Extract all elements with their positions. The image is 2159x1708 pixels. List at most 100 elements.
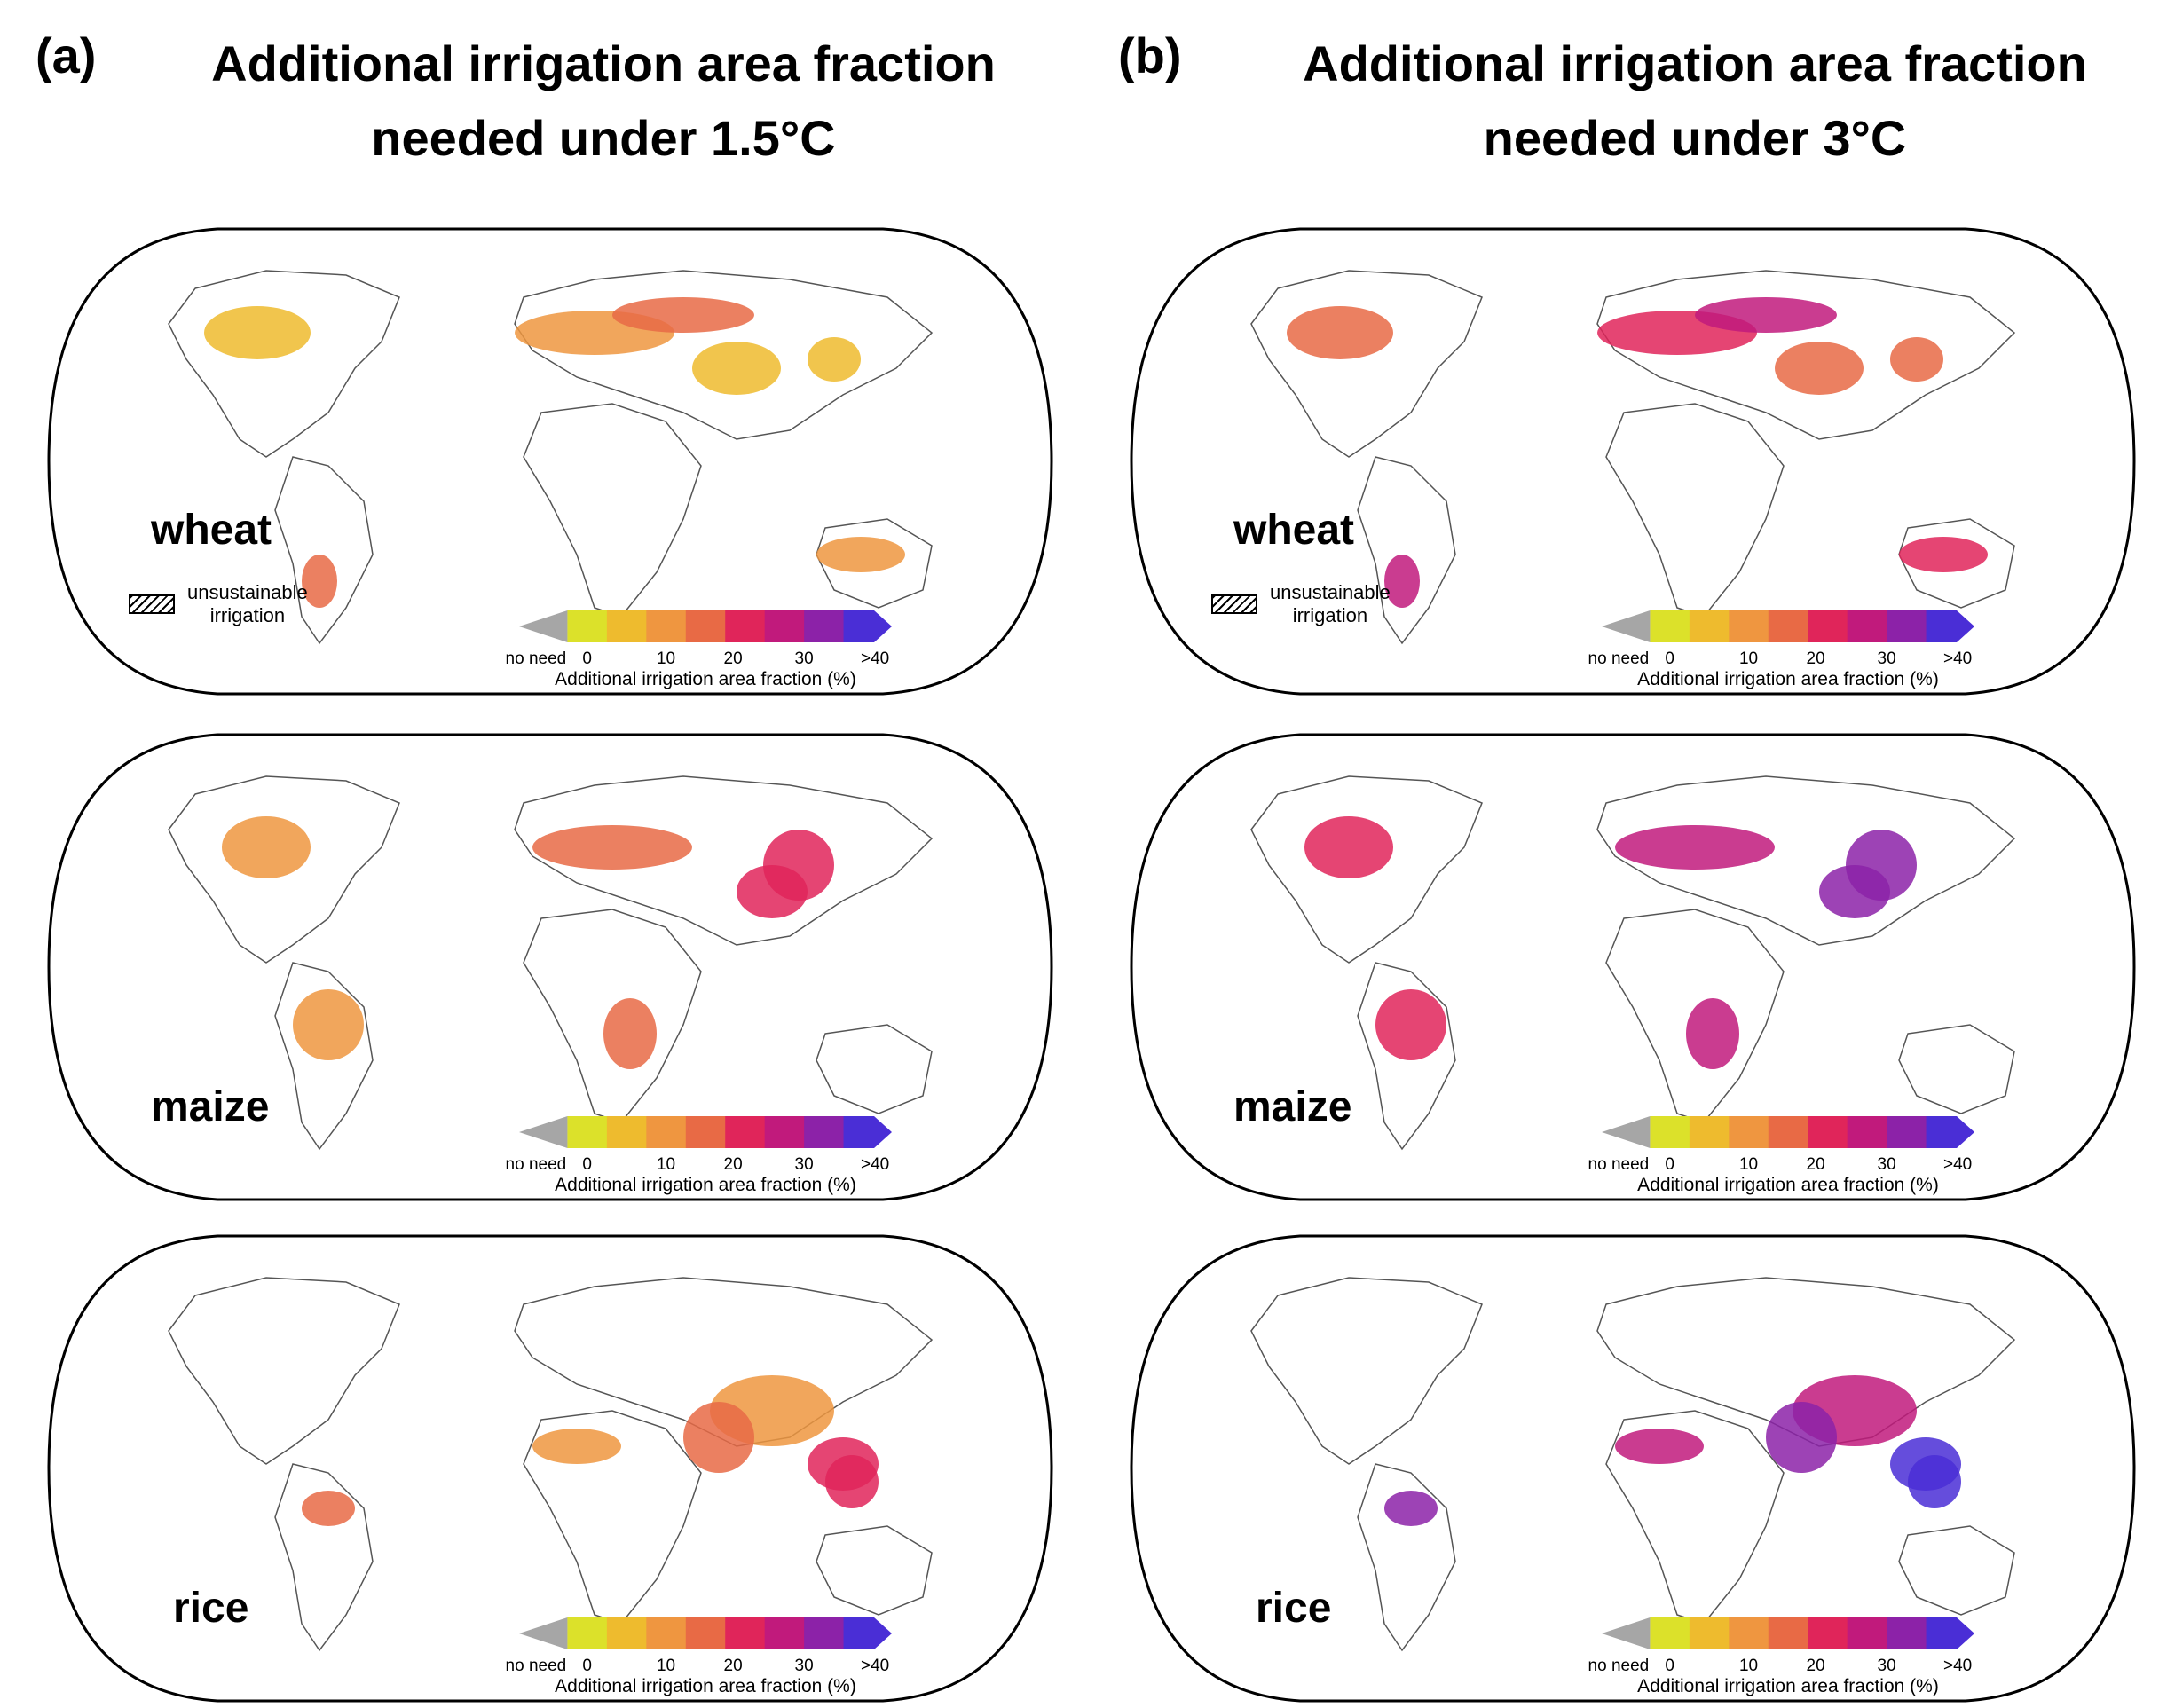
column-header-b: (b) Additional irrigation area fraction … — [1118, 27, 2147, 169]
colorbar-tick-label: 0 — [582, 649, 592, 668]
colorbar-segment — [1689, 1116, 1730, 1148]
world-map — [47, 1234, 1053, 1703]
colorbar-segment — [606, 610, 647, 642]
colorbar-segment — [843, 610, 892, 642]
colorbar-segment — [1768, 1617, 1808, 1649]
colorbar-segment — [843, 1617, 892, 1649]
colorbar-segment — [1847, 610, 1887, 642]
colorbar-tick-label: 30 — [794, 649, 814, 668]
colorbar-tick-label: 20 — [1806, 1657, 1825, 1675]
colorbar-ticks: no need 0 10 20 30 >40 — [506, 1657, 892, 1678]
continent-outline — [1898, 1525, 2015, 1616]
colorbar-segment — [1729, 1116, 1769, 1148]
hatch-legend-line1: unsustainable — [1270, 581, 1391, 603]
colorbar-tick-label: 30 — [794, 1155, 814, 1174]
irrigation-region — [1615, 1429, 1704, 1464]
irrigation-region — [612, 297, 754, 333]
colorbar-segment — [646, 1617, 687, 1649]
irrigation-region — [1899, 537, 1988, 572]
continent-outline — [523, 1410, 702, 1625]
colorbar-bar — [1602, 610, 1974, 642]
colorbar: no need 0 10 20 30 >40 Additional irrigation a… — [1588, 605, 1974, 689]
colorbar-tick-label: 0 — [1665, 1155, 1674, 1174]
irrigation-region — [683, 1402, 754, 1473]
irrigation-region — [1819, 865, 1890, 918]
continent-outline — [1605, 1410, 1785, 1625]
world-map — [1130, 733, 2136, 1201]
colorbar-segment — [725, 1116, 766, 1148]
crop-label-wheat: wheat — [1233, 507, 1355, 554]
colorbar-segment — [1768, 610, 1808, 642]
colorbar-segment — [646, 1116, 687, 1148]
colorbar-tick-label: >40 — [860, 649, 890, 668]
crop-label-wheat: wheat — [151, 507, 272, 554]
colorbar-label: Additional irrigation area fraction (%) — [1637, 669, 1939, 689]
continent-outline — [523, 403, 702, 618]
colorbar-segment — [1602, 1617, 1651, 1649]
continent-outline — [816, 1525, 933, 1616]
colorbar-segment — [1808, 610, 1848, 642]
map-panel-b-wheat: wheat unsustainable irrigation no need 0 10 20… — [1123, 222, 2143, 701]
colorbar-tick-label: 20 — [723, 649, 743, 668]
hatch-swatch — [129, 594, 175, 614]
continent-outline — [1605, 403, 1785, 618]
colorbar-tick-label: 30 — [1877, 1155, 1896, 1174]
colorbar-tick-label: 10 — [1738, 1657, 1759, 1675]
colorbar-segment — [1926, 1116, 1974, 1148]
irrigation-region — [1304, 816, 1393, 878]
irrigation-region — [603, 998, 657, 1069]
colorbar: no need 0 10 20 30 >40 Additional irrigation a… — [1588, 1111, 1974, 1195]
irrigation-region — [1775, 342, 1864, 395]
irrigation-region — [532, 1429, 621, 1464]
colorbar-tick-label: 10 — [656, 1657, 676, 1675]
irrigation-region — [1384, 1491, 1438, 1526]
colorbar-tick-label: 0 — [1665, 649, 1674, 668]
crop-label-maize: maize — [151, 1083, 270, 1130]
colorbar-label: Additional irrigation area fraction (%) — [555, 1175, 856, 1195]
colorbar-tick-label: >40 — [1942, 1155, 1973, 1174]
colorbar-segment — [764, 1617, 805, 1649]
colorbar-segment — [1689, 1617, 1730, 1649]
irrigation-region — [1615, 825, 1775, 870]
hatch-legend-line2: irrigation — [1292, 604, 1368, 626]
colorbar-segment — [1808, 1617, 1848, 1649]
colorbar-tick-label: 10 — [656, 649, 676, 668]
irrigation-region — [692, 342, 781, 395]
hatch-legend-line1: unsustainable — [187, 581, 308, 603]
irrigation-region — [532, 825, 692, 870]
colorbar-ticks: no need 0 10 20 30 >40 — [506, 649, 892, 671]
hatch-legend-line2: irrigation — [209, 604, 286, 626]
hatch-legend: unsustainable irrigation — [1211, 581, 1391, 627]
colorbar-segment — [1847, 1617, 1887, 1649]
irrigation-region — [825, 1455, 879, 1508]
colorbar-segment — [1926, 610, 1974, 642]
colorbar-segment — [1650, 610, 1690, 642]
colorbar-tick-label: 20 — [1806, 1155, 1825, 1174]
colorbar-segment — [804, 1617, 845, 1649]
colorbar-tick-label: no need — [505, 1155, 567, 1174]
colorbar-label: Additional irrigation area fraction (%) — [555, 669, 856, 689]
colorbar-ticks: no need 0 10 20 30 >40 — [1588, 1657, 1974, 1678]
panel-title-b-line2: needed under 3°C — [1483, 110, 1907, 166]
panel-title-a-line2: needed under 1.5°C — [371, 110, 836, 166]
colorbar-segment — [685, 1617, 726, 1649]
colorbar-segment — [725, 610, 766, 642]
continent-outline — [1250, 1277, 1483, 1465]
colorbar-bar — [519, 610, 892, 642]
continent-outline — [1898, 1024, 2015, 1114]
colorbar-bar — [519, 1617, 892, 1649]
world-map — [47, 733, 1053, 1201]
colorbar-tick-label: 30 — [1877, 649, 1896, 668]
crop-label-rice: rice — [173, 1585, 249, 1632]
colorbar-ticks: no need 0 10 20 30 >40 — [1588, 649, 1974, 671]
colorbar-segment — [519, 1617, 568, 1649]
colorbar-segment — [1729, 1617, 1769, 1649]
colorbar-segment — [1847, 1116, 1887, 1148]
colorbar-bar — [1602, 1116, 1974, 1148]
colorbar-segment — [567, 610, 608, 642]
colorbar-segment — [567, 1116, 608, 1148]
panel-letter-a: (a) — [35, 28, 97, 83]
colorbar-tick-label: 10 — [1738, 649, 1759, 668]
colorbar-segment — [1602, 1116, 1651, 1148]
irrigation-region — [1890, 337, 1943, 382]
